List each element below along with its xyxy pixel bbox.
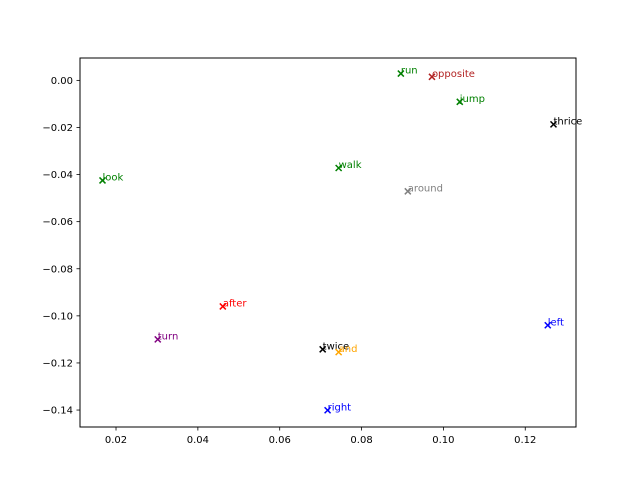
- point-marker: [544, 321, 552, 329]
- point-label: turn: [158, 331, 179, 342]
- point-marker: [319, 345, 327, 353]
- data-points: run opposite jump thrice walk look around after…: [98, 66, 582, 414]
- point-thrice: thrice: [549, 116, 582, 128]
- plot-frame: [79, 57, 577, 428]
- y-tick-label: −0.10: [42, 311, 73, 322]
- point-right: right: [324, 402, 352, 414]
- point-marker: [549, 120, 558, 128]
- point-around: around: [404, 183, 443, 195]
- point-label: opposite: [432, 69, 475, 80]
- point-label: jump: [459, 94, 485, 105]
- point-marker: [324, 406, 332, 414]
- point-marker: [404, 187, 412, 195]
- y-tick-label: −0.02: [42, 123, 73, 134]
- point-left: left: [544, 317, 564, 329]
- point-run: run: [397, 66, 418, 78]
- y-tick-label: −0.04: [42, 170, 73, 181]
- y-tick-label: −0.08: [42, 264, 73, 275]
- y-tick-label: −0.06: [42, 217, 73, 228]
- point-turn: turn: [154, 331, 179, 343]
- point-and: and: [335, 344, 358, 356]
- point-label: around: [408, 183, 443, 194]
- x-tick-label: 0.12: [514, 435, 536, 446]
- point-jump: jump: [456, 94, 485, 106]
- point-label: twice: [323, 341, 350, 352]
- point-opposite: opposite: [428, 69, 475, 81]
- point-label: walk: [339, 160, 362, 171]
- point-marker: [98, 176, 107, 184]
- x-axis: 0.02 0.04 0.06 0.08 0.10 0.12: [105, 427, 536, 446]
- x-tick-label: 0.04: [187, 435, 209, 446]
- x-tick-label: 0.06: [269, 435, 291, 446]
- point-label: run: [401, 66, 418, 77]
- point-label: look: [103, 172, 124, 183]
- y-tick-label: −0.12: [42, 358, 73, 369]
- point-after: after: [219, 298, 248, 310]
- point-label: left: [548, 317, 564, 328]
- x-tick-label: 0.10: [432, 435, 454, 446]
- point-marker: [397, 70, 405, 78]
- y-axis: 0.00 −0.02 −0.04 −0.06 −0.08 −0.10 −0.12 −0.14: [42, 76, 80, 417]
- y-tick-label: 0.00: [51, 76, 73, 87]
- x-tick-label: 0.02: [105, 435, 127, 446]
- point-twice: twice: [319, 341, 350, 353]
- point-label: after: [223, 298, 248, 309]
- point-marker: [335, 348, 343, 356]
- y-tick-label: −0.14: [42, 406, 73, 417]
- point-label: and: [339, 344, 358, 355]
- point-marker: [428, 73, 436, 81]
- point-label: right: [328, 402, 352, 413]
- point-look: look: [98, 172, 124, 184]
- point-marker: [456, 98, 464, 106]
- point-label: thrice: [553, 116, 582, 127]
- point-marker: [219, 302, 227, 310]
- point-walk: walk: [335, 160, 362, 172]
- point-marker: [335, 164, 343, 172]
- x-tick-label: 0.08: [350, 435, 372, 446]
- point-marker: [154, 335, 162, 343]
